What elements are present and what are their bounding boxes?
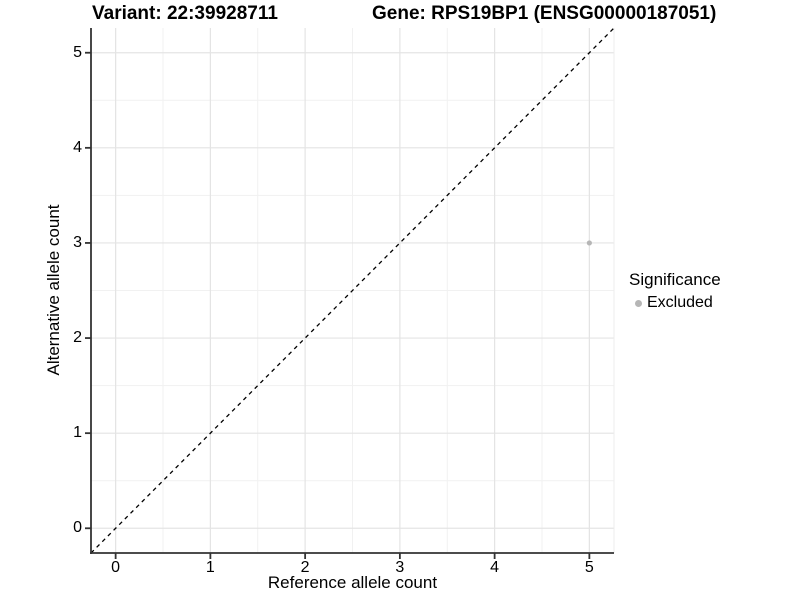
excluded-point-swatch-icon [634, 299, 642, 307]
y-tick-label: 0 [73, 519, 82, 537]
y-tick-label: 2 [73, 329, 82, 347]
legend-entry-excluded: Excluded [629, 294, 721, 312]
identity-dashed-line [90, 27, 615, 554]
y-tick-label: 1 [73, 424, 82, 442]
x-tick-label: 1 [205, 559, 215, 576]
data-point [586, 240, 592, 246]
y-axis-title: Alternative allele count [44, 204, 63, 376]
y-tick-label: 3 [73, 233, 82, 251]
x-axis-title: Reference allele count [267, 573, 438, 592]
plot-title-variant: Variant: 22:39928711 [92, 3, 278, 24]
y-tick-label: 5 [73, 43, 82, 61]
x-tick-label: 2 [300, 559, 310, 576]
x-tick-label: 3 [395, 559, 405, 576]
x-tick-label: 4 [490, 559, 500, 576]
legend-entry-label: Excluded [647, 294, 713, 311]
legend-title: Significance [629, 270, 721, 289]
plot-title-gene: Gene: RPS19BP1 (ENSG00000187051) [372, 3, 717, 24]
legend-key [629, 294, 647, 312]
legend: Significance Excluded [629, 270, 721, 312]
x-tick-label: 0 [111, 559, 121, 576]
y-tick-label: 4 [73, 138, 82, 156]
x-tick-label: 5 [584, 559, 594, 576]
